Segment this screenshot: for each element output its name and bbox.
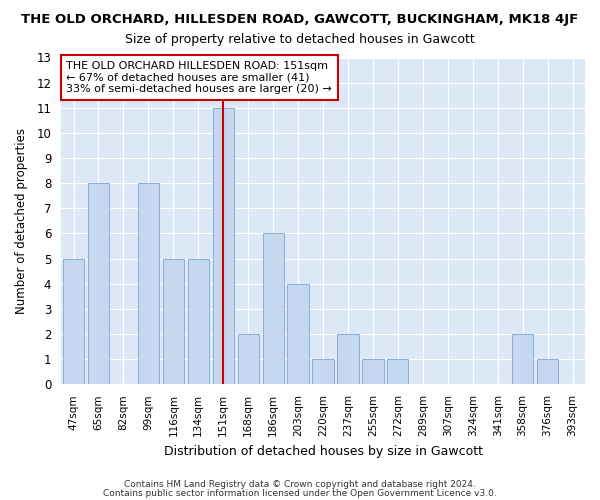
Bar <box>287 284 308 384</box>
Bar <box>263 234 284 384</box>
Bar <box>512 334 533 384</box>
Bar <box>362 359 383 384</box>
Bar <box>63 258 84 384</box>
Bar <box>163 258 184 384</box>
Bar <box>337 334 359 384</box>
Bar <box>387 359 409 384</box>
Y-axis label: Number of detached properties: Number of detached properties <box>15 128 28 314</box>
Text: Contains HM Land Registry data © Crown copyright and database right 2024.: Contains HM Land Registry data © Crown c… <box>124 480 476 489</box>
Bar <box>313 359 334 384</box>
Bar <box>212 108 234 384</box>
Text: Contains public sector information licensed under the Open Government Licence v3: Contains public sector information licen… <box>103 488 497 498</box>
Bar <box>188 258 209 384</box>
Bar <box>138 183 159 384</box>
Bar <box>537 359 558 384</box>
Text: THE OLD ORCHARD, HILLESDEN ROAD, GAWCOTT, BUCKINGHAM, MK18 4JF: THE OLD ORCHARD, HILLESDEN ROAD, GAWCOTT… <box>22 12 578 26</box>
X-axis label: Distribution of detached houses by size in Gawcott: Distribution of detached houses by size … <box>164 444 482 458</box>
Bar <box>88 183 109 384</box>
Bar <box>238 334 259 384</box>
Text: THE OLD ORCHARD HILLESDEN ROAD: 151sqm
← 67% of detached houses are smaller (41): THE OLD ORCHARD HILLESDEN ROAD: 151sqm ←… <box>66 61 332 94</box>
Text: Size of property relative to detached houses in Gawcott: Size of property relative to detached ho… <box>125 32 475 46</box>
